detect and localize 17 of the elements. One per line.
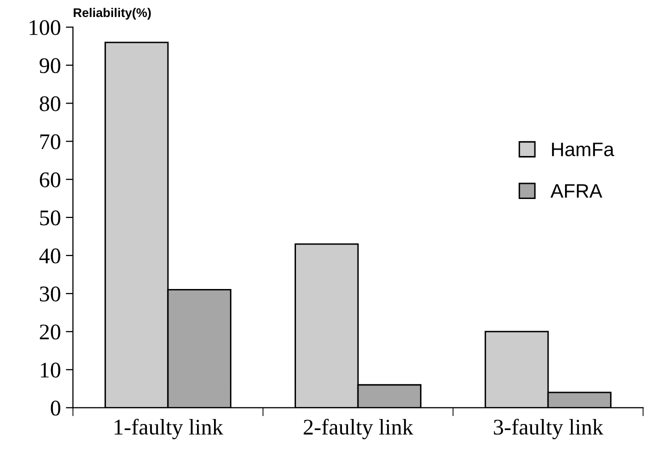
y-tick-label: 80 <box>40 96 60 112</box>
y-tick-label: 30 <box>40 286 60 302</box>
y-tick-label: 40 <box>39 248 60 264</box>
y-tick-label: 20 <box>40 324 60 340</box>
y-tick-label: 90 <box>40 58 60 74</box>
x-tick-label: 2-faulty link <box>304 418 414 440</box>
legend-label: HamFa <box>552 142 614 156</box>
x-tick-label: 1-faulty link <box>114 418 224 440</box>
x-tick-label: 3-faulty link <box>494 418 604 440</box>
y-tick-label: 0 <box>50 400 60 416</box>
y-tick-label: 60 <box>40 172 60 188</box>
legend-label: AFRA <box>550 184 602 198</box>
y-tick-label: 10 <box>40 362 60 378</box>
y-axis-title: Reliability(%) <box>74 8 151 20</box>
y-tick-label: 100 <box>30 20 60 36</box>
y-tick-label: 70 <box>40 134 60 150</box>
y-tick-label: 50 <box>40 210 60 226</box>
